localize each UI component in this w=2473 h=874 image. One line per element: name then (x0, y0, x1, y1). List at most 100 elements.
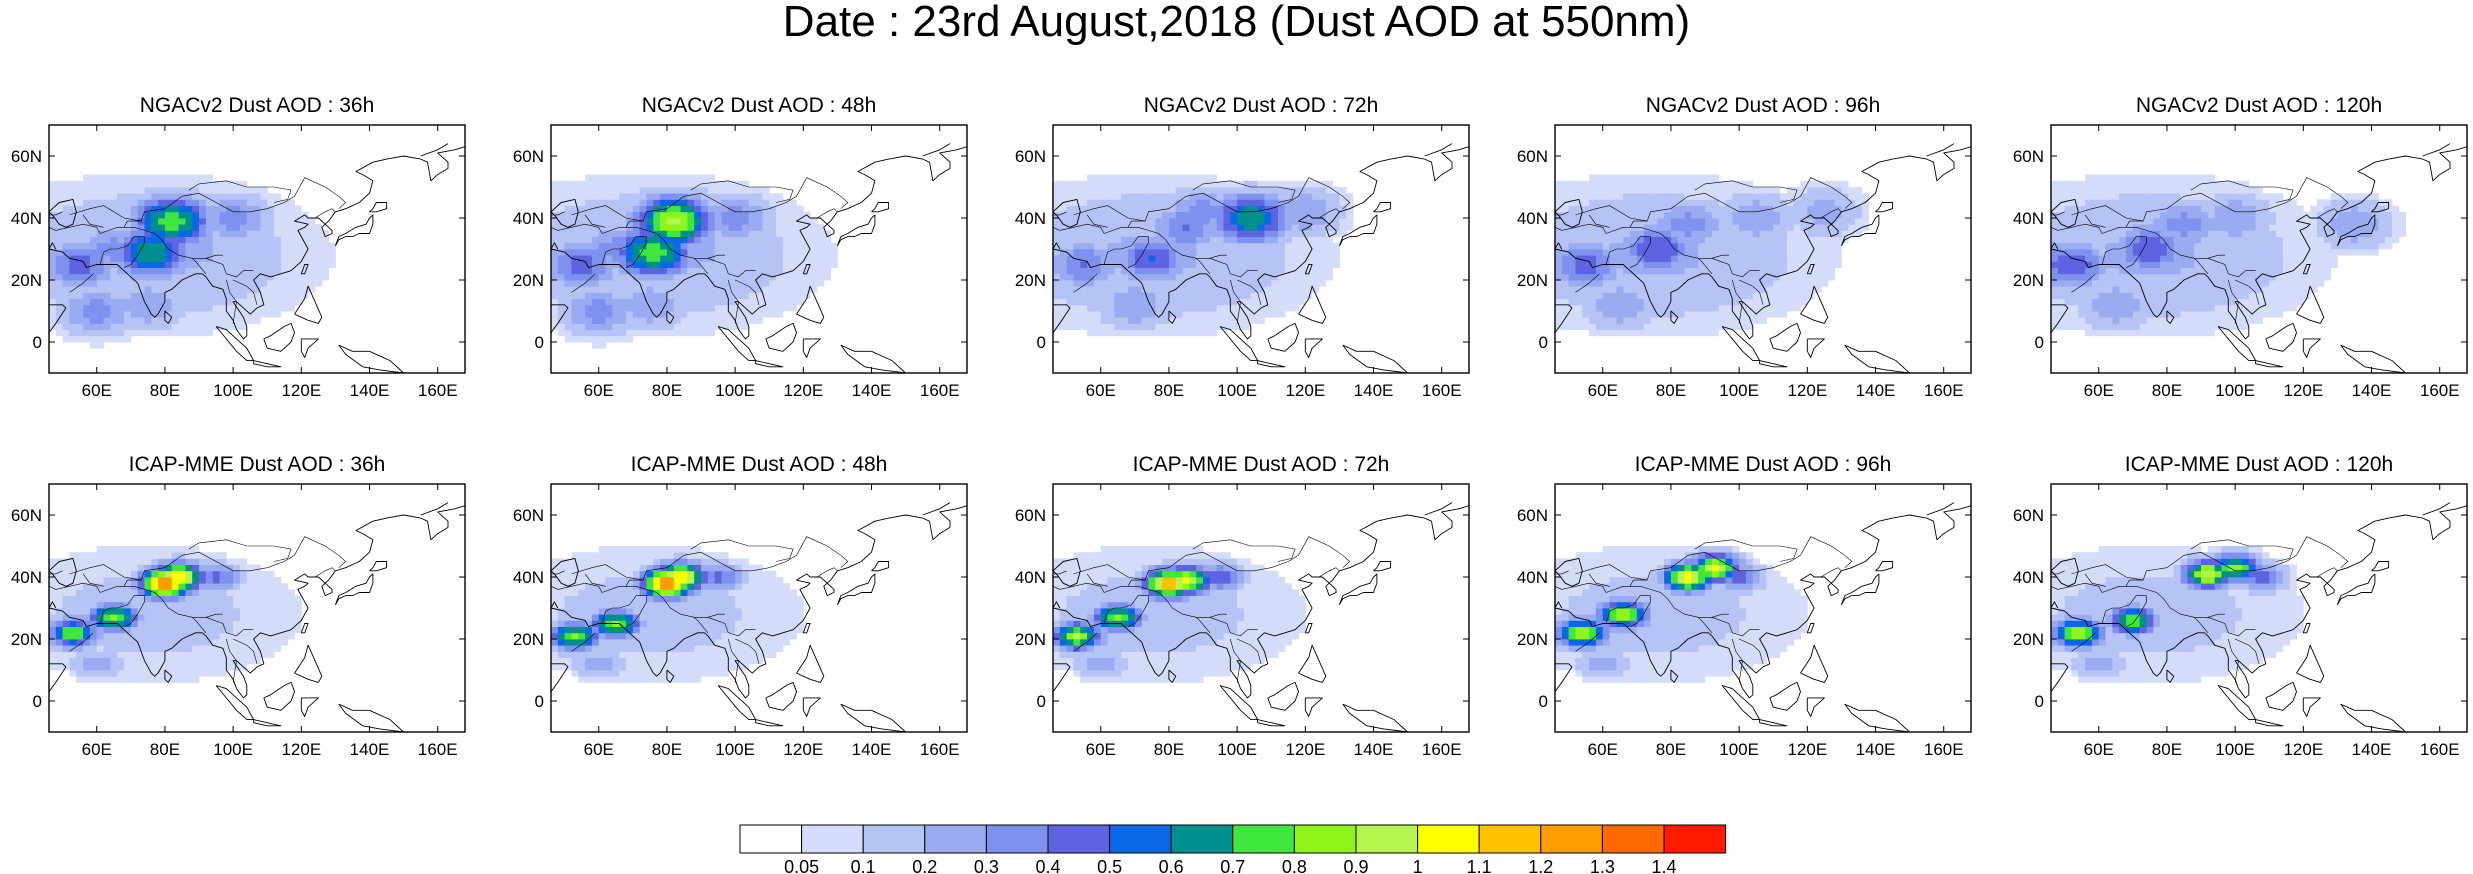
aod-cell (1230, 224, 1238, 231)
aod-cell (1312, 199, 1320, 206)
aod-cell (226, 280, 234, 287)
aod-cell (219, 230, 227, 237)
aod-cell (2153, 224, 2161, 231)
aod-cell (1168, 174, 1177, 182)
aod-cell (1141, 292, 1149, 299)
aod-cell (1291, 261, 1299, 268)
aod-cell (205, 304, 214, 312)
aod-cell (1203, 267, 1211, 275)
aod-cell (1209, 242, 1218, 250)
aod-cell (1189, 218, 1197, 225)
aod-cell (2139, 211, 2147, 219)
aod-cell (578, 317, 586, 324)
aod-cell (564, 298, 572, 306)
aod-cell (2085, 249, 2093, 256)
aod-cell (226, 286, 234, 293)
aod-cell (1332, 187, 1340, 194)
aod-cell (1670, 180, 1679, 188)
aod-cell (1284, 273, 1293, 281)
aod-cell (673, 187, 681, 194)
aod-cell (253, 187, 261, 194)
aod-cell (612, 187, 620, 194)
figure-title: Date : 23rd August,2018 (Dust AOD at 550… (782, 0, 1691, 46)
aod-cell (687, 304, 695, 312)
aod-cell (1718, 273, 1726, 281)
aod-cell (1284, 211, 1293, 219)
aod-cell (2235, 304, 2243, 312)
aod-cell (653, 255, 661, 262)
aod-cell (1718, 205, 1726, 213)
aod-cell (151, 180, 159, 188)
aod-cell (591, 230, 600, 237)
aod-cell (735, 193, 743, 200)
aod-cell (571, 224, 579, 231)
country-border (1236, 279, 1262, 305)
aod-cell (2112, 174, 2120, 182)
aod-cell (287, 286, 295, 293)
aod-cell (2153, 292, 2161, 299)
aod-cell (117, 211, 125, 219)
aod-cell (816, 236, 825, 244)
aod-cell (164, 267, 173, 275)
aod-cell (776, 292, 784, 299)
aod-cell (578, 211, 586, 219)
aod-cell (171, 236, 179, 244)
aod-cell (728, 224, 736, 231)
aod-cell (598, 199, 606, 206)
aod-cell (1284, 292, 1293, 299)
aod-cell (707, 280, 716, 287)
aod-cell (164, 323, 173, 330)
aod-cell (2098, 317, 2106, 324)
aod-cell (1209, 292, 1218, 299)
aod-cell (2126, 273, 2134, 281)
aod-cell (1066, 211, 1074, 219)
aod-cell (117, 280, 125, 287)
aod-cell (1237, 242, 1245, 250)
aod-cell (728, 193, 736, 200)
coastline (550, 304, 569, 333)
aod-cell (178, 205, 186, 213)
aod-cell (253, 317, 261, 324)
aod-cell (1800, 267, 1808, 275)
aod-cell (1718, 311, 1726, 318)
aod-cell (1752, 230, 1760, 237)
aod-cell (2105, 180, 2113, 188)
aod-cell (1087, 180, 1095, 188)
aod-cell (1705, 329, 1713, 337)
aod-cell (239, 218, 248, 225)
aod-cell (253, 298, 261, 306)
aod-cell (2235, 242, 2243, 250)
aod-cell (782, 205, 791, 213)
aod-cell (2132, 255, 2141, 262)
aod-cell (2180, 218, 2188, 225)
aod-cell (1312, 236, 1320, 244)
aod-cell (687, 180, 695, 188)
aod-cell (1284, 193, 1293, 200)
aod-cell (246, 230, 254, 237)
aod-cell (1278, 224, 1286, 231)
plot-frame (550, 124, 968, 374)
aod-cell (1698, 218, 1706, 225)
aod-cell (1595, 218, 1604, 225)
aod-cell (62, 261, 70, 268)
aod-cell (1739, 224, 1747, 231)
aod-cell (287, 273, 295, 281)
aod-cell (185, 236, 193, 244)
aod-cell (578, 249, 586, 256)
aod-cell (55, 261, 64, 268)
aod-cell (1196, 242, 1204, 250)
aod-cell (1284, 224, 1293, 231)
aod-cell (1141, 304, 1149, 312)
aod-cell (1128, 242, 1136, 250)
aod-cell (2241, 311, 2250, 318)
aod-cell (89, 323, 98, 330)
aod-cell (1128, 273, 1136, 281)
aod-cell (2091, 187, 2100, 194)
aod-cell (666, 317, 675, 324)
aod-cell (1575, 311, 1583, 318)
aod-cell (1243, 218, 1252, 225)
aod-cell (666, 304, 675, 312)
aod-cell (1609, 317, 1617, 324)
aod-cell (2255, 224, 2263, 231)
aod-cell (205, 280, 214, 287)
